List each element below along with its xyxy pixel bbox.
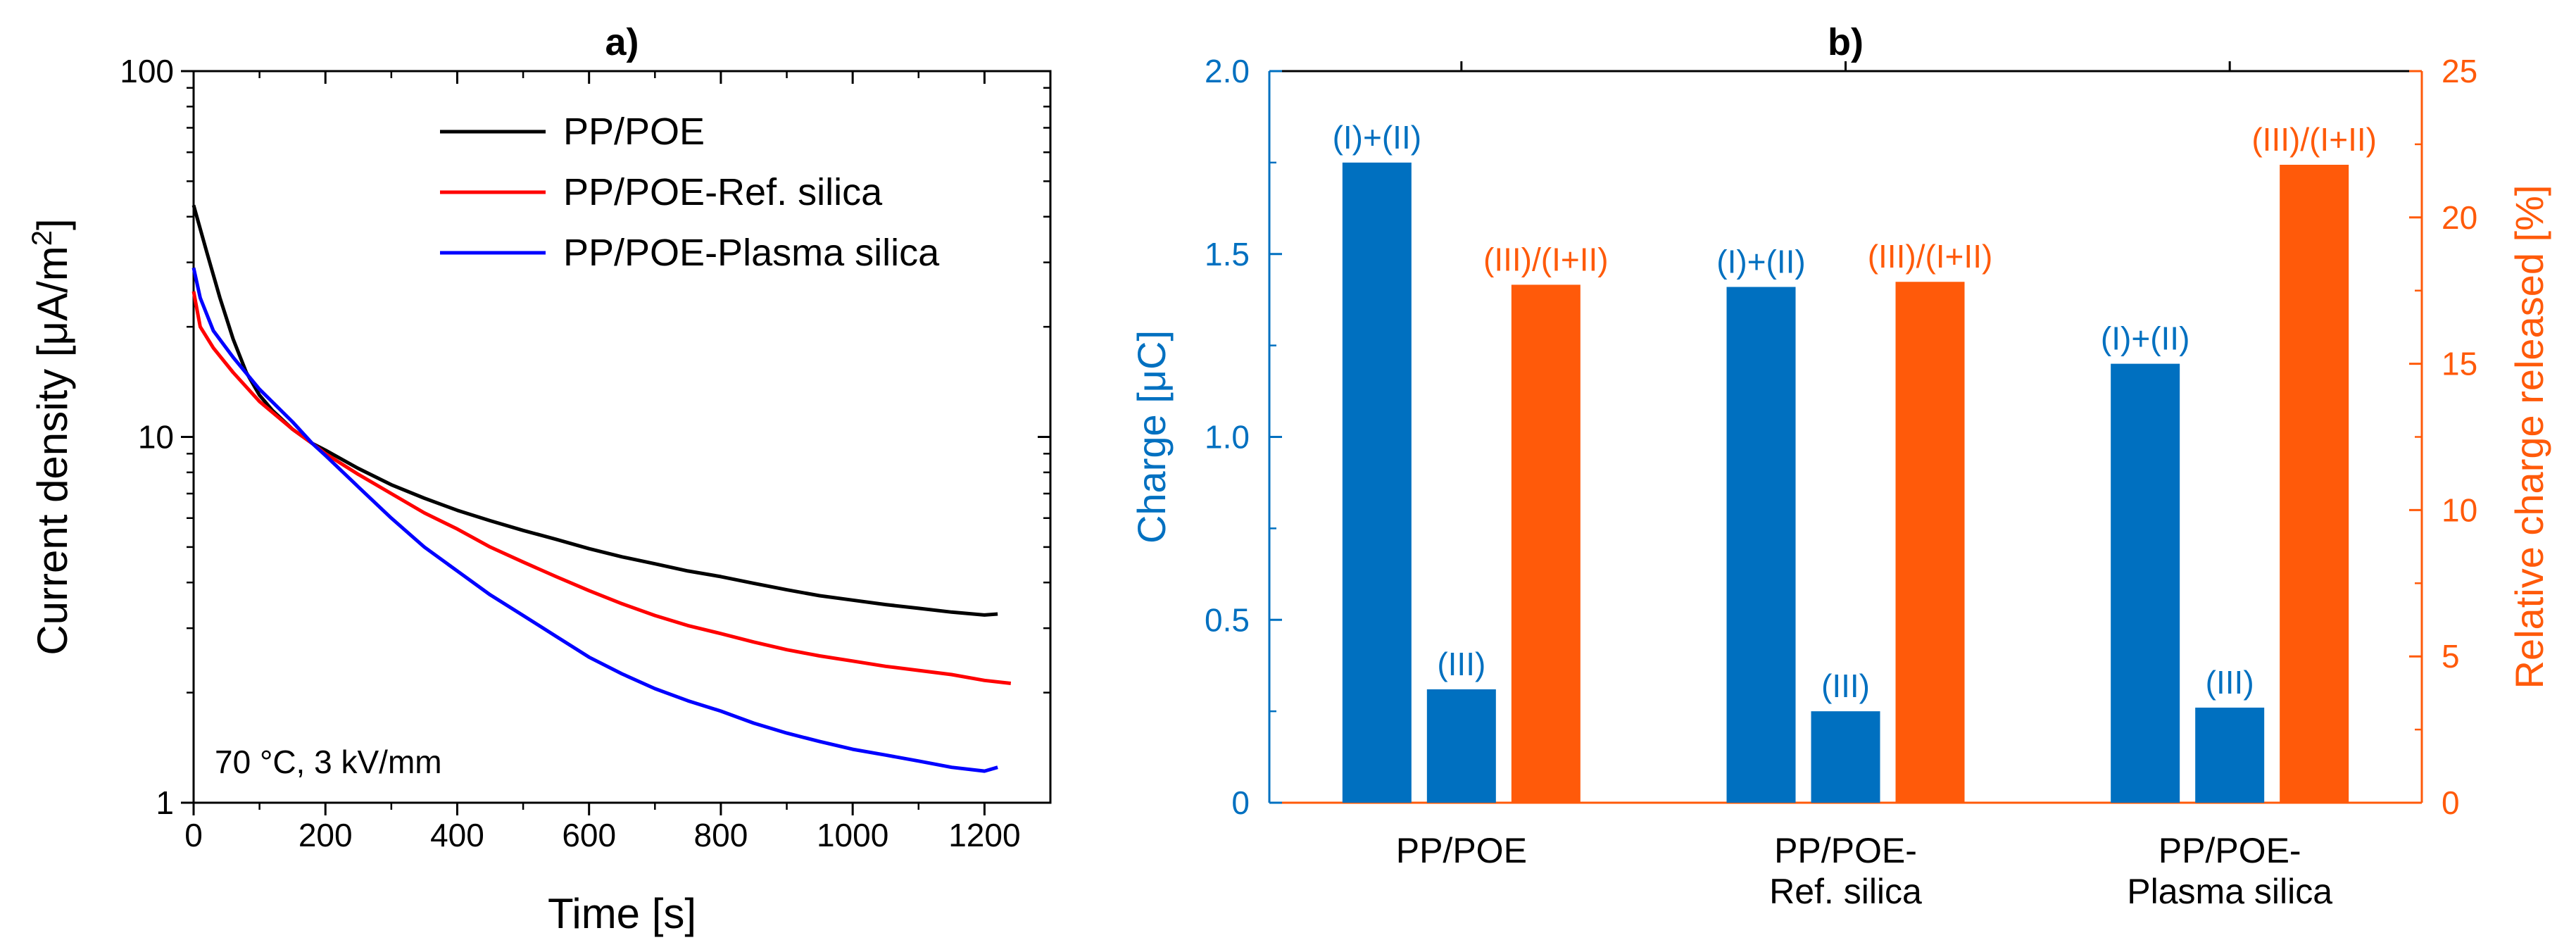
x-tick-label-a: 400 (430, 817, 484, 853)
bar-label-i-ii: (I)+(II) (1716, 244, 1805, 280)
y-tick-label-right: 10 (2442, 491, 2477, 528)
bar-iii-pp-poe-plasma-silica (2195, 707, 2265, 803)
bar-label-i-ii: (I)+(II) (2101, 320, 2189, 357)
bar-label-iii: (III) (1821, 668, 1870, 704)
x-tick-label-a: 0 (184, 817, 203, 853)
series-line-pp-poe-ref-silica (191, 291, 1012, 685)
y-tick-label-left: 1.5 (1205, 236, 1250, 273)
bar-label-iii-i-ii: (III)/(I+II) (1868, 238, 1993, 275)
bar-iii-pp-poe (1426, 689, 1496, 803)
series-line-pp-poe (191, 204, 998, 617)
bar-label-iii-i-ii: (III)/(I+II) (2251, 121, 2377, 158)
bar-iii-i-ii-pp-poe-ref-silica (1895, 282, 1965, 803)
chart-a-current-density: 0 200 400 600 800 1000 1200 1 10 100 PP/POE PP/POE-… (27, 21, 1052, 937)
x-tick-label-a: 1000 (817, 817, 888, 853)
y-axis-label-a-text: Current density [μA/m (29, 246, 76, 655)
y-tick-label-left: 1.0 (1205, 419, 1250, 456)
series-line-pp-poe-plasma-silica (191, 267, 998, 773)
y-axis-label-a-suffix: ] (29, 218, 76, 230)
bar-iii-pp-poe-ref-silica (1811, 711, 1880, 803)
y-tick-label-a: 10 (138, 419, 174, 456)
x-category-label-b: Ref. silica (1769, 872, 1922, 911)
x-tick-label-a: 1200 (948, 817, 1020, 853)
legend-label-pp-poe-ref-silica: PP/POE-Ref. silica (563, 171, 883, 213)
chart-b-charge-bars: 0 0.5 1.0 1.5 2.0 0 5 10 15 20 25 (I)+(II) (III) (III… (1129, 21, 2551, 911)
x-tick-label-a: 200 (299, 817, 353, 853)
x-category-label-b: PP/POE- (2159, 831, 2301, 870)
bar-label-i-ii: (I)+(II) (1333, 119, 1421, 156)
y-tick-label-right: 5 (2442, 638, 2460, 675)
bar-label-iii-i-ii: (III)/(I+II) (1483, 241, 1609, 277)
bar-i-ii-pp-poe-plasma-silica (2111, 363, 2180, 803)
y-tick-label-left: 0.5 (1205, 601, 1250, 638)
y-tick-label-a: 100 (120, 53, 174, 89)
bar-i-ii-pp-poe (1342, 162, 1412, 803)
y-tick-label-a: 1 (156, 784, 174, 821)
y-axis-label-left: Charge [μC] (1129, 330, 1174, 544)
bar-i-ii-pp-poe-ref-silica (1726, 287, 1796, 803)
legend-label-pp-poe-plasma-silica: PP/POE-Plasma silica (563, 232, 940, 274)
legend-label-pp-poe: PP/POE (563, 111, 705, 153)
x-axis-label-a: Time [s] (548, 890, 696, 937)
annotation-conditions: 70 °C, 3 kV/mm (215, 744, 442, 780)
x-category-label-b: Plasma silica (2127, 872, 2332, 911)
bar-label-iii: (III) (1437, 646, 1485, 682)
x-category-label-b: PP/POE (1396, 831, 1527, 870)
bar-label-iii: (III) (2206, 664, 2254, 701)
y-tick-label-right: 0 (2442, 784, 2460, 821)
y-tick-label-left: 2.0 (1205, 53, 1250, 89)
bar-iii-i-ii-pp-poe-plasma-silica (2280, 164, 2349, 803)
y-tick-label-left: 0 (1231, 784, 1250, 821)
y-axis-label-a: Current density [μA/m2] (27, 218, 76, 655)
x-tick-label-a: 600 (562, 817, 616, 853)
y-axis-label-right: Relative charge released [%] (2507, 185, 2551, 689)
bar-iii-i-ii-pp-poe (1511, 284, 1581, 803)
chart-b-title: b) (1828, 21, 1864, 63)
y-tick-label-right: 15 (2442, 346, 2477, 382)
y-axis-label-a-sup: 2 (27, 230, 58, 246)
y-tick-label-right: 25 (2442, 53, 2477, 89)
y-tick-label-right: 20 (2442, 199, 2477, 236)
chart-a-title: a) (605, 21, 639, 63)
x-category-label-b: PP/POE- (1774, 831, 1917, 870)
x-tick-label-a: 800 (694, 817, 748, 853)
